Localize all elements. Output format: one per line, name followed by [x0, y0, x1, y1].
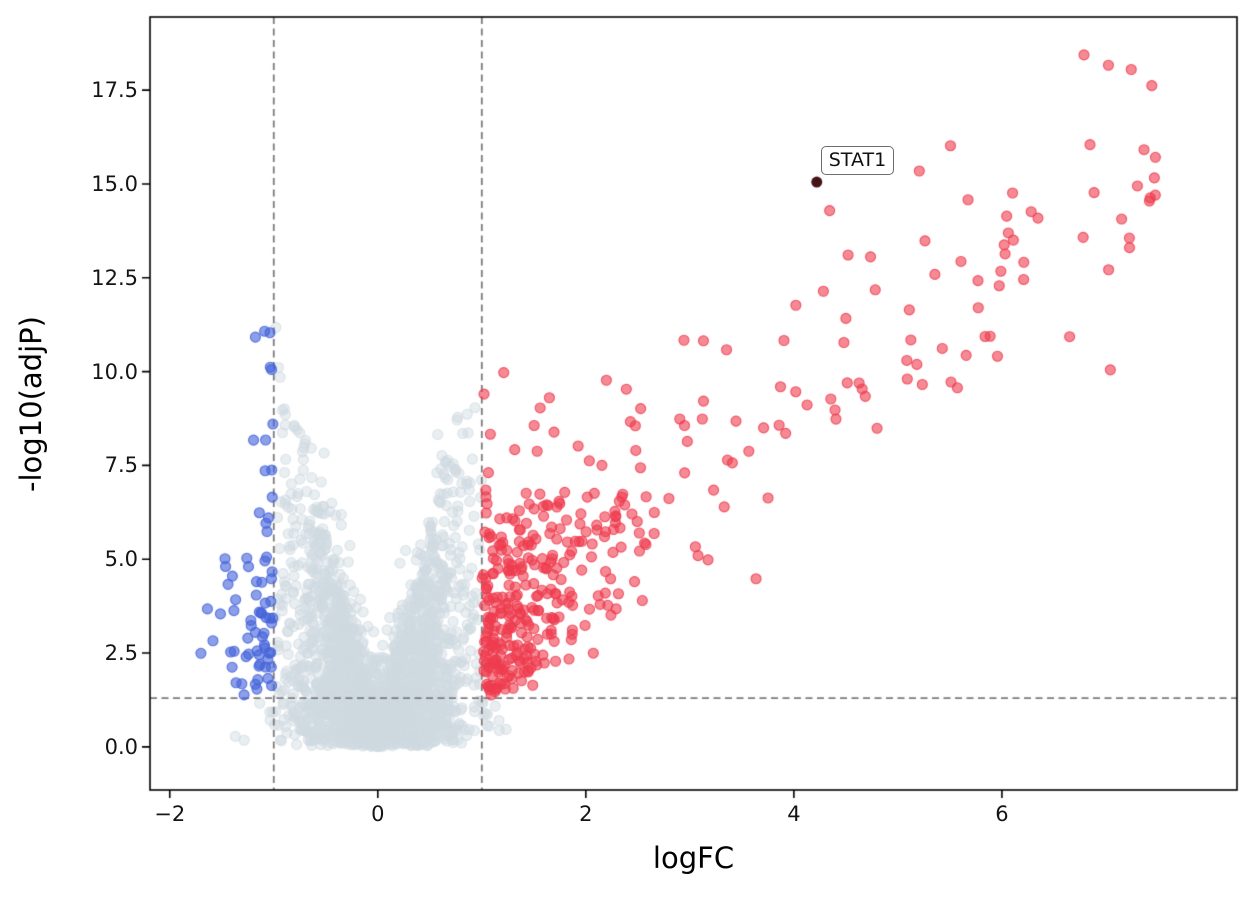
- x-tick-label: 4: [787, 802, 801, 826]
- y-axis-label: -log10(adjP): [14, 315, 48, 492]
- y-tick-label: 2.5: [104, 641, 138, 666]
- y-tick-label: 15.0: [91, 171, 138, 196]
- y-tick-label: 10.0: [91, 359, 138, 384]
- x-tick-label: 2: [579, 802, 593, 826]
- x-tick-label: 0: [371, 802, 385, 826]
- y-tick-label: 12.5: [91, 265, 138, 290]
- x-tick-label: 6: [995, 802, 1009, 826]
- y-tick-label: 17.5: [91, 78, 138, 103]
- x-tick-label: −2: [154, 802, 186, 826]
- x-axis-label: logFC: [652, 841, 735, 875]
- gene-annotation-label: STAT1: [820, 146, 895, 175]
- y-tick-label: 0.0: [104, 734, 138, 759]
- y-tick-label: 5.0: [104, 547, 138, 572]
- y-tick-label: 7.5: [104, 453, 138, 478]
